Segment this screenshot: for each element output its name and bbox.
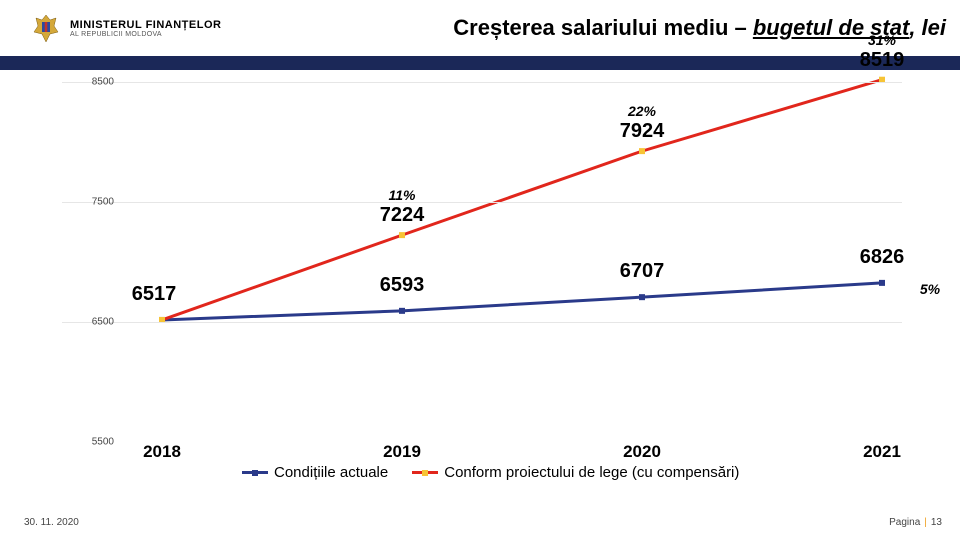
series-line (162, 283, 882, 320)
ministry-name: MINISTERUL FINANȚELOR (70, 19, 221, 31)
ministry-country: AL REPUBLICII MOLDOVA (70, 31, 221, 38)
x-label: 2021 (863, 442, 901, 462)
legend-item: Conform proiectului de lege (cu compensă… (412, 464, 739, 481)
data-label: 6593 (380, 274, 425, 297)
data-label: 7224 (380, 204, 425, 227)
legend-marker-icon (252, 470, 258, 476)
series-marker (399, 232, 405, 238)
data-label: 6826 (860, 246, 905, 269)
header: MINISTERUL FINANȚELOR AL REPUBLICII MOLD… (0, 0, 960, 56)
y-tick: 5500 (92, 437, 114, 448)
percent-label: 22% (628, 103, 656, 119)
data-label: 6707 (620, 260, 665, 283)
percent-label: 31% (868, 32, 896, 48)
legend-label: Conform proiectului de lege (cu compensă… (444, 464, 739, 481)
legend: Condițiile actuale Conform proiectului de… (242, 464, 739, 481)
gridline (62, 82, 902, 83)
y-tick: 7500 (92, 197, 114, 208)
page-number: Pagina|13 (889, 517, 942, 528)
y-tick: 8500 (92, 77, 114, 88)
percent-label: 11% (389, 187, 416, 203)
legend-marker-icon (422, 470, 428, 476)
gridline (62, 202, 902, 203)
legend-swatch (412, 471, 438, 474)
series-marker (399, 308, 405, 314)
series-marker (639, 294, 645, 300)
percent-label: 5% (920, 281, 940, 297)
data-label: 7924 (620, 120, 665, 143)
legend-item: Condițiile actuale (242, 464, 388, 481)
footer-date: 30. 11. 2020 (24, 517, 79, 528)
data-label: 8519 (860, 49, 905, 72)
ministry-logo: MINISTERUL FINANȚELOR AL REPUBLICII MOLD… (30, 12, 221, 44)
series-marker (639, 148, 645, 154)
chart: 5500650075008500201820192020202165176593… (62, 82, 902, 482)
series-line (162, 80, 882, 320)
data-label: 6517 (132, 283, 177, 306)
series-marker (879, 280, 885, 286)
x-label: 2019 (383, 442, 421, 462)
navy-bar (0, 56, 960, 70)
x-label: 2020 (623, 442, 661, 462)
legend-label: Condițiile actuale (274, 464, 388, 481)
coat-of-arms-icon (30, 12, 62, 44)
gridline (62, 322, 902, 323)
y-tick: 6500 (92, 317, 114, 328)
x-label: 2018 (143, 442, 181, 462)
legend-swatch (242, 471, 268, 474)
chart-lines (62, 82, 902, 482)
